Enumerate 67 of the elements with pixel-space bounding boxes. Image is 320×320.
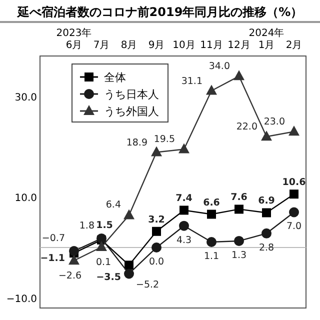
data-label: 7.6	[230, 192, 248, 204]
legend-label: うち日本人	[104, 88, 159, 101]
point	[124, 260, 134, 270]
y-tick-label: 30.0	[14, 92, 37, 104]
point	[289, 207, 299, 218]
point	[290, 190, 298, 199]
x-tick-label: 2023年 6月	[56, 27, 92, 51]
legend-label: 全体	[104, 71, 126, 84]
data-label: 0.0	[148, 256, 164, 268]
data-label: −5.2	[136, 280, 160, 291]
x-tick-label: 12月	[228, 40, 250, 51]
data-label: 23.0	[264, 116, 285, 128]
point	[179, 220, 189, 231]
point	[234, 70, 244, 80]
data-label: 1.5	[96, 220, 113, 231]
point	[234, 204, 244, 214]
point	[234, 236, 244, 246]
data-label: 0.1	[96, 257, 112, 268]
data-label: 1.8	[79, 220, 94, 232]
point	[124, 268, 134, 279]
data-label: 19.5	[154, 134, 175, 146]
data-label: 31.1	[181, 76, 202, 87]
x-tick-label: 7月	[93, 40, 110, 51]
point	[152, 226, 161, 236]
point	[206, 84, 217, 95]
data-label: 6.9	[258, 196, 275, 207]
point	[262, 208, 271, 218]
x-tick-label: 9月	[148, 40, 165, 51]
point	[124, 209, 134, 220]
data-label: 1.3	[231, 250, 247, 261]
data-label: 6.6	[203, 197, 220, 208]
data-label: 10.6	[282, 177, 306, 188]
x-tick-label: 8月	[120, 40, 138, 51]
data-label: 7.0	[286, 221, 302, 232]
point	[152, 242, 162, 253]
x-tick-label: 2024年 1月	[248, 27, 284, 51]
point	[68, 254, 80, 265]
data-label: −1.1	[40, 253, 65, 264]
legend-label: うち外国人	[104, 105, 159, 118]
data-label: 2.8	[258, 242, 274, 254]
data-label: 7.4	[176, 193, 193, 204]
data-label: 34.0	[208, 61, 230, 72]
point	[262, 228, 272, 238]
point	[178, 143, 190, 154]
data-label: −2.6	[58, 270, 82, 282]
data-label: 1.1	[204, 250, 220, 262]
point	[151, 146, 162, 156]
point	[206, 236, 216, 247]
data-label: 22.0	[236, 122, 258, 133]
y-tick-label: 10.0	[14, 193, 37, 204]
data-label: −3.5	[96, 272, 121, 284]
data-label: 18.9	[126, 137, 148, 148]
chart-title: 延べ宿泊者数のコロナ前2019年同月比の推移（%）	[16, 5, 303, 19]
x-tick-label: 10月	[172, 40, 196, 51]
point	[96, 241, 107, 252]
point	[207, 210, 216, 219]
data-label: 3.2	[148, 214, 165, 226]
x-tick-label: 11月	[200, 40, 223, 51]
data-label: 4.3	[176, 234, 192, 246]
data-label: −0.7	[42, 233, 65, 244]
point	[261, 130, 272, 141]
point	[69, 246, 79, 256]
y-tick-label: −10.0	[6, 294, 37, 305]
x-tick-label: 2月	[286, 40, 302, 51]
data-label: 6.4	[106, 199, 121, 210]
point	[180, 206, 188, 215]
point	[288, 126, 300, 136]
